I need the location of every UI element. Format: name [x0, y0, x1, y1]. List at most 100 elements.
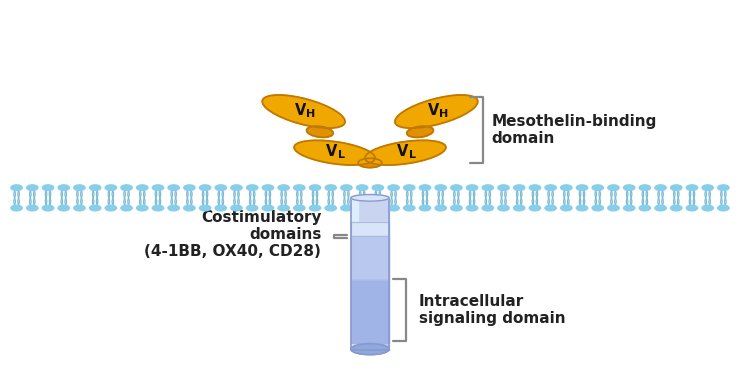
- Bar: [351, 236, 389, 280]
- Circle shape: [529, 185, 540, 191]
- Text: V: V: [326, 144, 337, 159]
- Text: L: L: [338, 150, 346, 160]
- Circle shape: [105, 185, 116, 191]
- Circle shape: [529, 205, 540, 211]
- Circle shape: [686, 205, 698, 211]
- Text: V: V: [428, 102, 439, 118]
- Circle shape: [702, 205, 713, 211]
- Circle shape: [388, 185, 399, 191]
- Circle shape: [420, 185, 431, 191]
- Circle shape: [90, 185, 101, 191]
- Circle shape: [137, 185, 148, 191]
- Circle shape: [561, 185, 572, 191]
- Circle shape: [576, 205, 588, 211]
- Circle shape: [200, 205, 211, 211]
- Circle shape: [514, 205, 525, 211]
- Circle shape: [184, 185, 195, 191]
- Circle shape: [357, 185, 368, 191]
- Circle shape: [42, 185, 54, 191]
- Circle shape: [27, 185, 38, 191]
- Circle shape: [184, 205, 195, 211]
- Circle shape: [11, 185, 22, 191]
- Bar: [351, 280, 389, 343]
- Circle shape: [466, 185, 478, 191]
- Circle shape: [58, 205, 70, 211]
- Circle shape: [670, 205, 682, 211]
- Circle shape: [294, 205, 305, 211]
- Bar: [351, 198, 357, 350]
- Ellipse shape: [358, 158, 382, 168]
- Circle shape: [592, 205, 603, 211]
- Circle shape: [388, 205, 399, 211]
- Circle shape: [168, 205, 179, 211]
- Circle shape: [686, 185, 698, 191]
- Circle shape: [215, 205, 226, 211]
- Circle shape: [435, 185, 446, 191]
- Circle shape: [702, 185, 713, 191]
- Circle shape: [372, 185, 383, 191]
- Text: H: H: [306, 109, 316, 119]
- Circle shape: [670, 185, 682, 191]
- Ellipse shape: [407, 126, 434, 137]
- Circle shape: [11, 205, 22, 211]
- Circle shape: [42, 205, 54, 211]
- Circle shape: [451, 185, 462, 191]
- Text: H: H: [439, 109, 448, 119]
- Circle shape: [718, 205, 729, 211]
- Bar: [351, 198, 389, 350]
- Text: V: V: [295, 102, 306, 118]
- Bar: [351, 222, 389, 236]
- Ellipse shape: [351, 344, 389, 355]
- Circle shape: [372, 205, 383, 211]
- Ellipse shape: [306, 126, 333, 137]
- Circle shape: [58, 185, 70, 191]
- Circle shape: [105, 205, 116, 211]
- Bar: [351, 198, 389, 350]
- Circle shape: [451, 205, 462, 211]
- Circle shape: [357, 205, 368, 211]
- Circle shape: [482, 205, 494, 211]
- Circle shape: [545, 205, 556, 211]
- Text: V: V: [397, 144, 408, 159]
- Circle shape: [498, 205, 509, 211]
- Circle shape: [655, 185, 666, 191]
- Circle shape: [215, 185, 226, 191]
- Circle shape: [152, 205, 164, 211]
- Circle shape: [403, 205, 415, 211]
- Circle shape: [278, 185, 289, 191]
- Circle shape: [608, 185, 619, 191]
- Circle shape: [74, 185, 85, 191]
- Text: Intracellular
signaling domain: Intracellular signaling domain: [419, 294, 565, 326]
- Circle shape: [624, 205, 635, 211]
- Circle shape: [152, 185, 164, 191]
- Circle shape: [294, 185, 305, 191]
- Circle shape: [545, 185, 556, 191]
- Circle shape: [639, 185, 650, 191]
- Circle shape: [246, 205, 258, 211]
- Circle shape: [325, 205, 337, 211]
- Circle shape: [420, 205, 431, 211]
- Circle shape: [90, 205, 101, 211]
- Circle shape: [309, 185, 320, 191]
- Circle shape: [608, 205, 619, 211]
- Circle shape: [262, 205, 274, 211]
- Circle shape: [231, 205, 242, 211]
- Circle shape: [325, 185, 337, 191]
- Ellipse shape: [395, 95, 478, 128]
- Text: Mesothelin-binding
domain: Mesothelin-binding domain: [491, 114, 657, 146]
- Circle shape: [231, 185, 242, 191]
- Ellipse shape: [294, 140, 375, 165]
- Circle shape: [561, 205, 572, 211]
- Circle shape: [27, 205, 38, 211]
- Circle shape: [341, 185, 352, 191]
- Text: L: L: [409, 150, 417, 160]
- Circle shape: [74, 205, 85, 211]
- Circle shape: [639, 205, 650, 211]
- Circle shape: [121, 185, 132, 191]
- Circle shape: [121, 205, 132, 211]
- Text: Costimulatory
domains
(4-1BB, OX40, CD28): Costimulatory domains (4-1BB, OX40, CD28…: [144, 210, 321, 259]
- Circle shape: [341, 205, 352, 211]
- Circle shape: [309, 205, 320, 211]
- Circle shape: [246, 185, 258, 191]
- Circle shape: [718, 185, 729, 191]
